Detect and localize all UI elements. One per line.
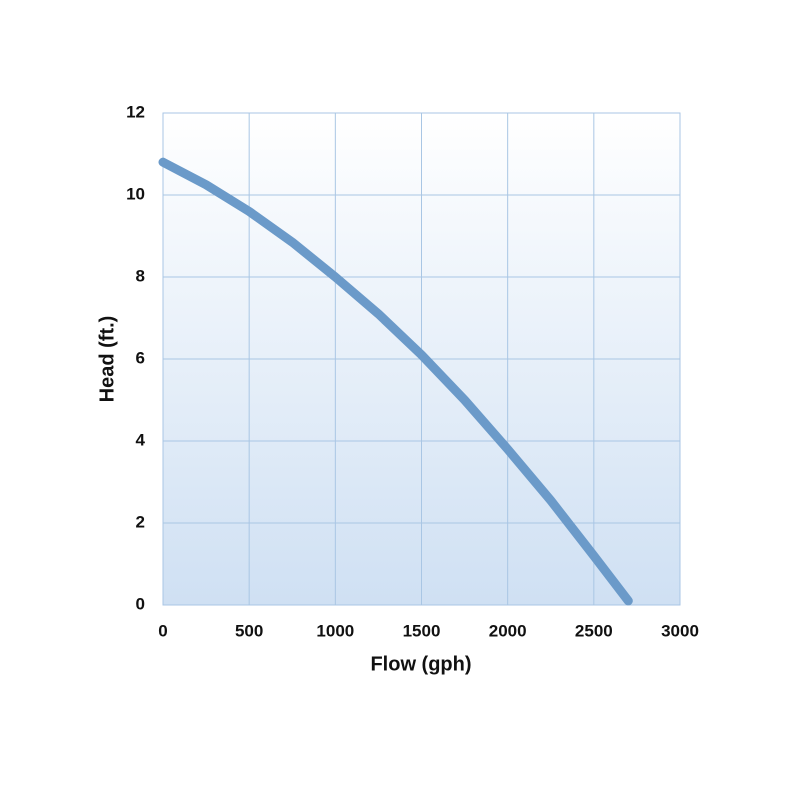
x-tick-label: 2500 xyxy=(575,621,613,640)
y-tick-label: 2 xyxy=(136,512,145,531)
x-tick-label: 0 xyxy=(158,621,167,640)
x-tick-label: 2000 xyxy=(489,621,527,640)
x-axis-title: Flow (gph) xyxy=(370,653,471,675)
y-axis-title: Head (ft.) xyxy=(96,316,118,403)
x-tick-label: 1000 xyxy=(316,621,354,640)
x-tick-label: 3000 xyxy=(661,621,699,640)
y-tick-label: 4 xyxy=(136,430,146,449)
y-tick-label: 10 xyxy=(126,184,145,203)
data-line xyxy=(158,157,633,606)
y-tick-label: 8 xyxy=(136,266,145,285)
y-tick-label: 6 xyxy=(136,348,145,367)
y-tick-label: 0 xyxy=(136,594,145,613)
y-tick-label: 12 xyxy=(126,102,145,121)
x-tick-label: 1500 xyxy=(403,621,441,640)
x-tick-label: 500 xyxy=(235,621,263,640)
